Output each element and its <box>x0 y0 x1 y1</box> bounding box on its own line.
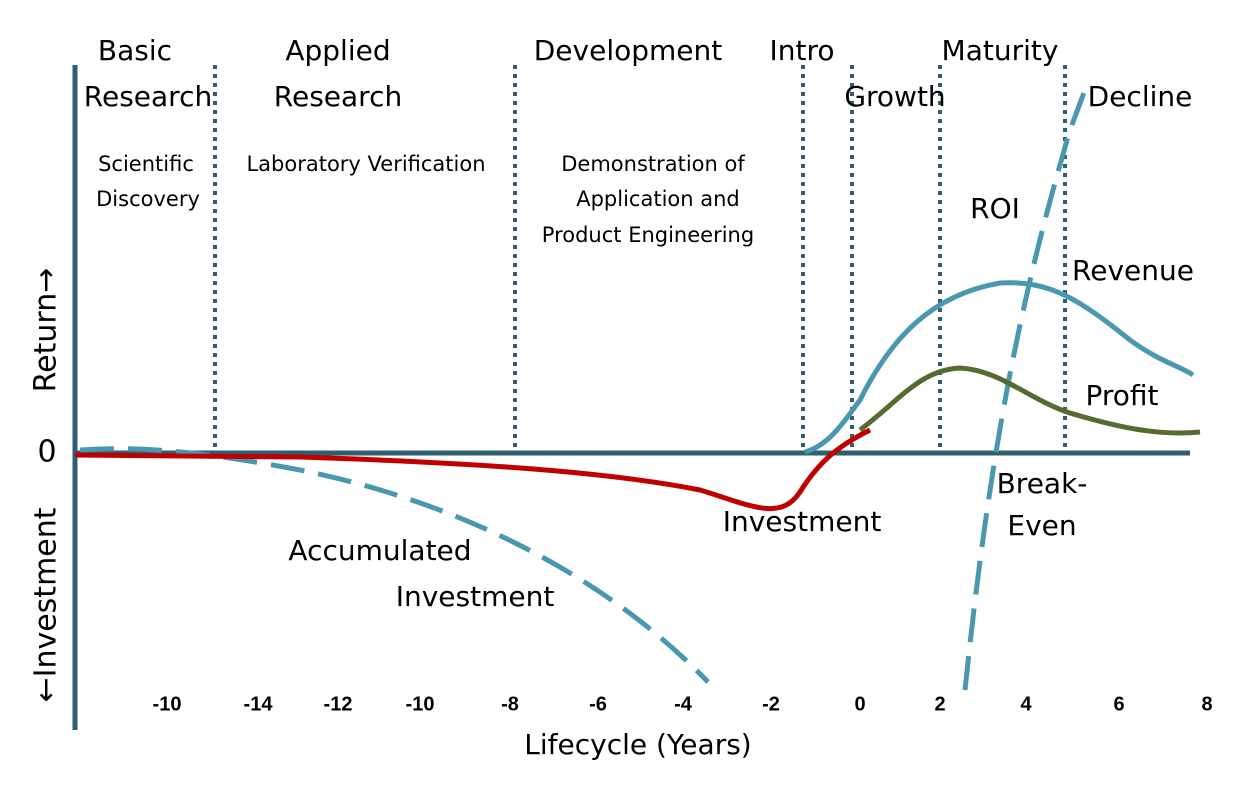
phase-name: Decline <box>1088 80 1193 113</box>
revenue-curve <box>804 280 1195 455</box>
phase-activity: Demonstration of <box>561 152 745 176</box>
x-tick-label: -8 <box>501 693 519 715</box>
y-axis-up-label: Return→ <box>29 268 64 393</box>
x-tick-label: 2 <box>934 693 945 715</box>
curve-label: Break- <box>997 467 1088 500</box>
phase-activity: Application and <box>576 187 740 211</box>
y-axis-zero: 0 <box>37 435 56 470</box>
curve-label: Accumulated <box>288 534 471 567</box>
phase-name: Development <box>534 34 723 67</box>
phase-name: Growth <box>844 80 945 113</box>
curve-label: Revenue <box>1072 254 1194 287</box>
phase-activity: Laboratory Verification <box>246 152 485 176</box>
phase-activity: Scientific <box>98 152 194 176</box>
x-tick-label: -6 <box>589 693 607 715</box>
accumulated-investment-curve <box>79 446 710 684</box>
phase-dividers <box>213 65 1067 450</box>
phase-name: Intro <box>769 34 834 67</box>
x-tick-label: 0 <box>854 693 865 715</box>
curve-label: Profit <box>1085 379 1158 412</box>
curve-label: Investment <box>396 580 555 613</box>
roi-curve <box>962 89 1088 691</box>
phase-name: Basic <box>98 34 172 67</box>
curve-label: ROI <box>970 192 1020 225</box>
phase-name: Research <box>274 80 402 113</box>
phase-activity: Product Engineering <box>542 223 754 247</box>
phase-name: Applied <box>285 34 390 67</box>
phase-name: Maturity <box>942 34 1059 67</box>
x-tick-label: -2 <box>762 693 780 715</box>
x-tick-label: -10 <box>406 693 435 715</box>
curve-label: Even <box>1007 509 1076 542</box>
x-tick-label: -12 <box>324 693 353 715</box>
x-tick-label: -4 <box>674 693 693 715</box>
x-tick-label: 4 <box>1020 693 1032 715</box>
phase-name: Research <box>84 80 212 113</box>
profit-curve <box>858 365 1201 436</box>
x-axis-title: Lifecycle (Years) <box>524 728 751 761</box>
phase-activity: Discovery <box>96 187 200 211</box>
curve-label: Investment <box>723 505 882 538</box>
x-tick-label: -10 <box>153 693 182 715</box>
x-tick-label: 6 <box>1113 693 1124 715</box>
x-tick-label: -14 <box>244 693 274 715</box>
y-axis-down-label: ←Investment <box>29 507 64 702</box>
investment-curve <box>74 427 872 512</box>
x-tick-label: 8 <box>1201 693 1212 715</box>
